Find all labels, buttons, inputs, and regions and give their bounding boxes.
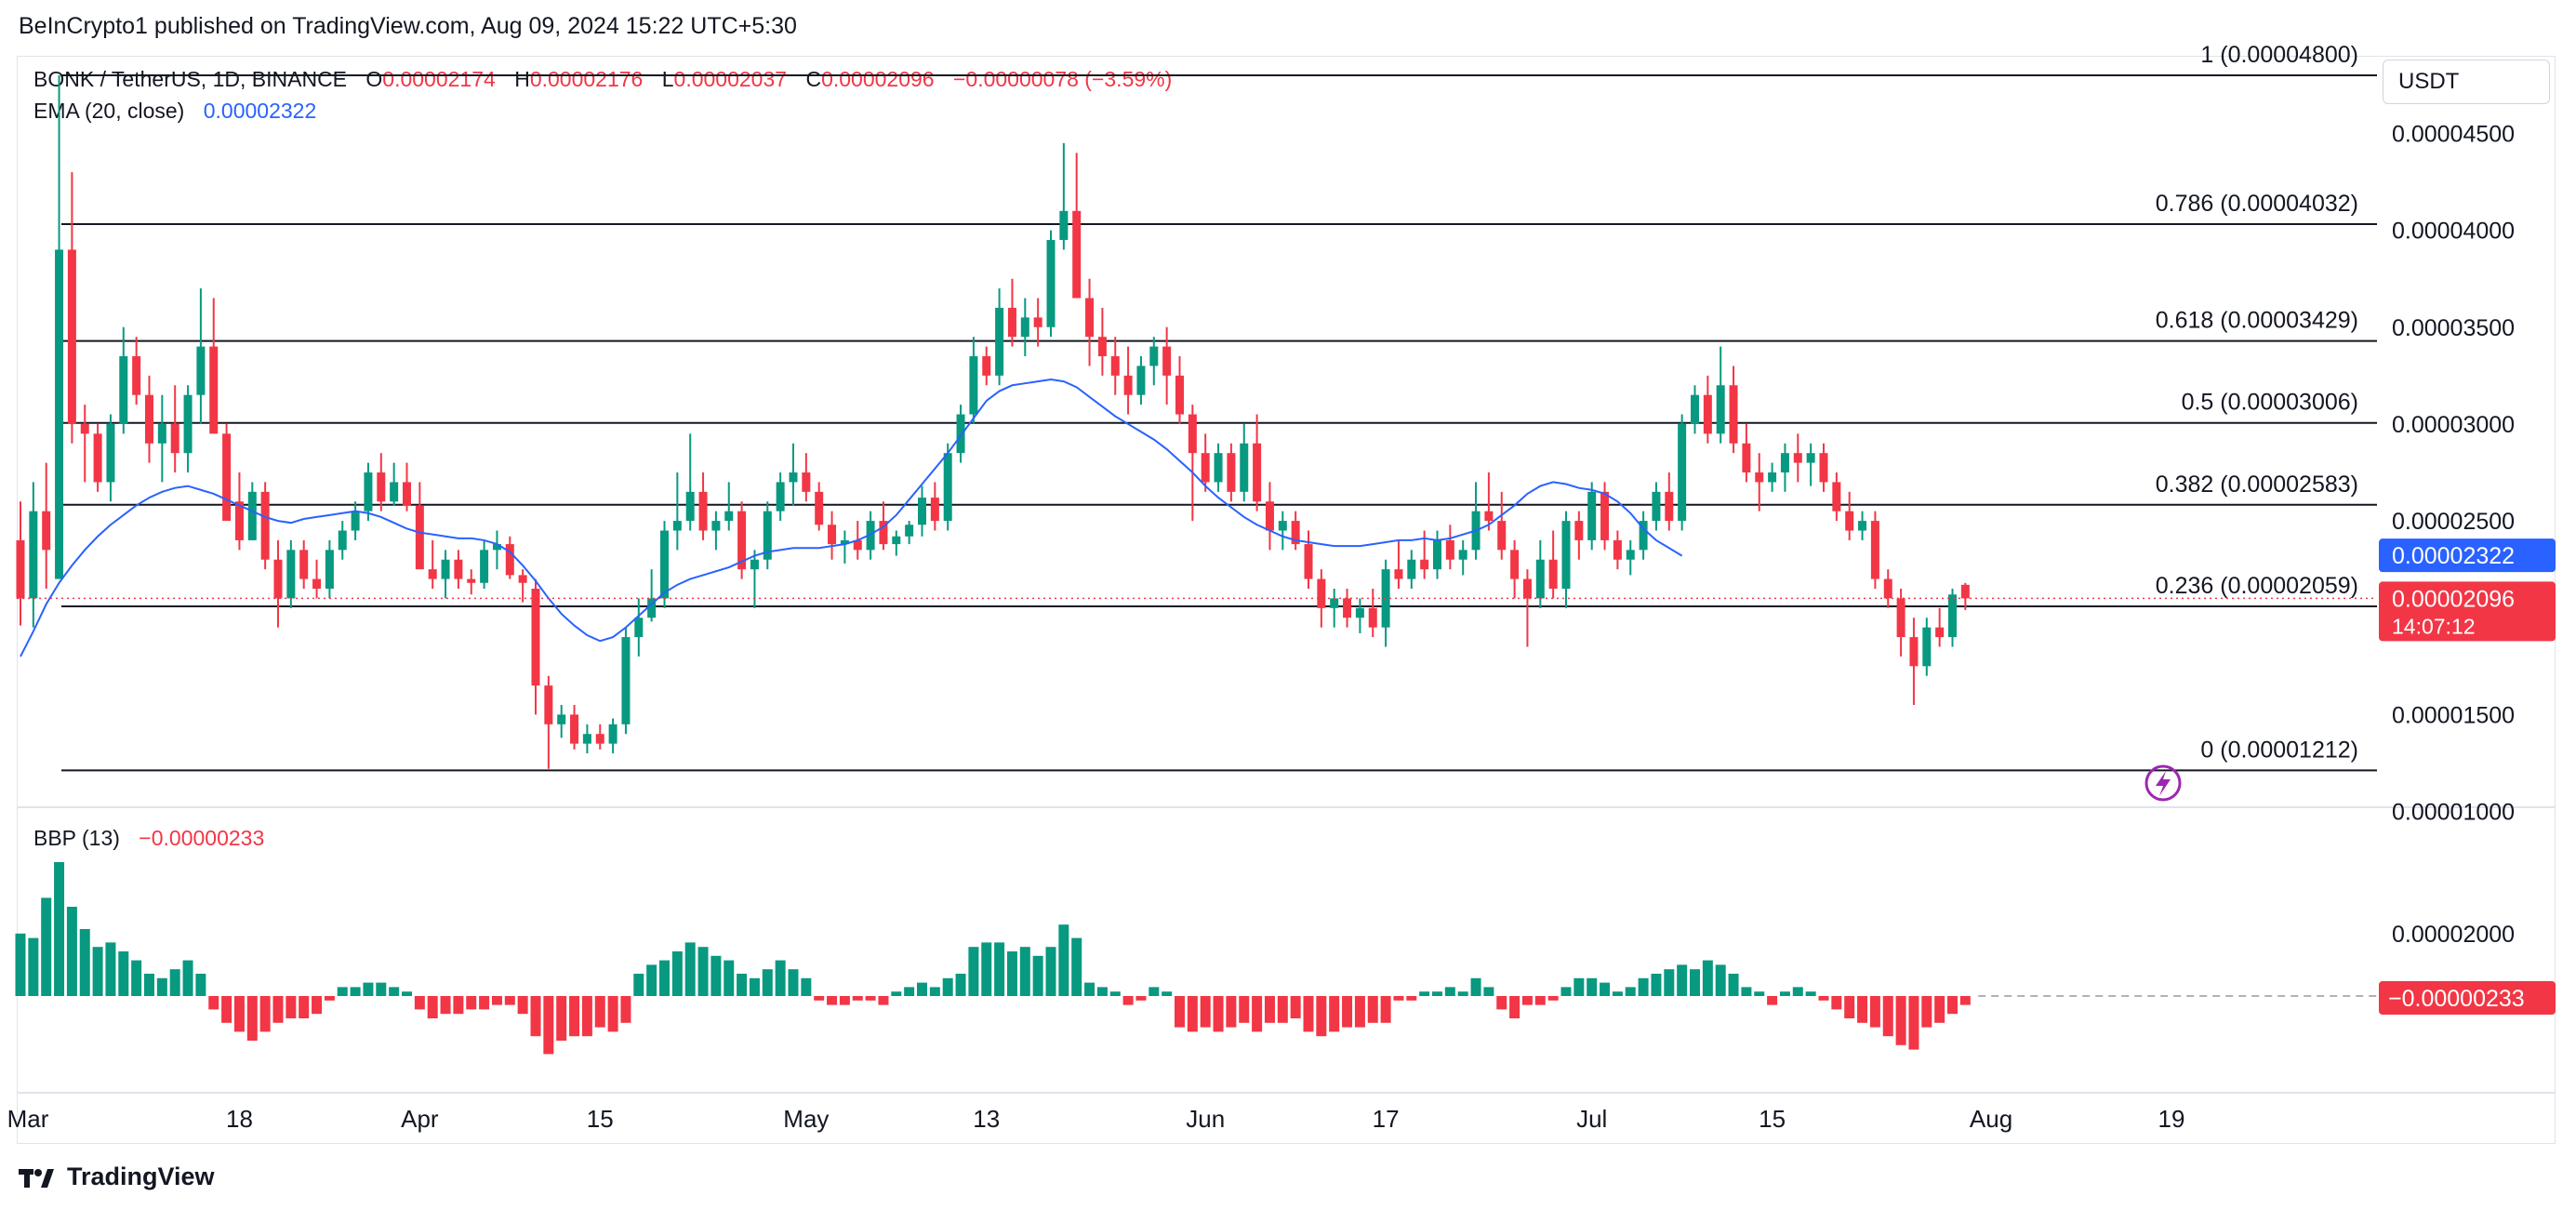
bbp-label[interactable]: BBP (13) xyxy=(33,826,120,850)
ohlc-low-key: L xyxy=(661,67,674,91)
bbp-legend: BBP (13) −0.00000233 xyxy=(33,826,264,851)
ohlc-close-key: C xyxy=(805,67,822,91)
symbol-name[interactable]: BONK / TetherUS, 1D, BINANCE xyxy=(33,67,348,91)
ema-label[interactable]: EMA (20, close) xyxy=(33,99,185,123)
currency-unit-button[interactable]: USDT xyxy=(2383,60,2550,104)
ema-legend: EMA (20, close) 0.00002322 xyxy=(33,99,316,124)
ohlc-open-key: O xyxy=(365,67,383,91)
price-change: −0.00000078 (−3.59%) xyxy=(952,67,1173,91)
ohlc-close: 0.00002096 xyxy=(821,67,935,91)
publisher-line: BeInCrypto1 published on TradingView.com… xyxy=(19,13,797,39)
ohlc-high-key: H xyxy=(514,67,530,91)
ohlc-high: 0.00002176 xyxy=(529,67,644,91)
symbol-legend: BONK / TetherUS, 1D, BINANCE O0.00002174… xyxy=(33,67,1172,92)
tradingview-logo[interactable]: TradingView xyxy=(19,1162,215,1191)
ema-value: 0.00002322 xyxy=(203,99,317,123)
bbp-value: −0.00000233 xyxy=(139,826,265,850)
tradingview-wordmark: TradingView xyxy=(67,1162,215,1190)
ohlc-low: 0.00002037 xyxy=(673,67,788,91)
tradingview-logo-icon xyxy=(19,1168,54,1188)
ohlc-open: 0.00002174 xyxy=(382,67,496,91)
chart-frame xyxy=(17,56,2556,1144)
